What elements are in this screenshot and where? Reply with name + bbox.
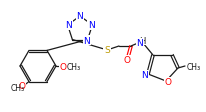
Text: H: H <box>139 36 145 45</box>
Text: N: N <box>142 71 148 80</box>
Text: O: O <box>19 81 26 90</box>
Text: O: O <box>60 62 67 71</box>
Text: CH₃: CH₃ <box>67 63 81 72</box>
Text: CH₃: CH₃ <box>187 62 201 71</box>
Text: O: O <box>124 56 130 65</box>
Text: N: N <box>77 12 83 21</box>
Text: N: N <box>65 21 72 30</box>
Text: CH₃: CH₃ <box>11 83 25 92</box>
Text: O: O <box>165 78 172 87</box>
Text: N: N <box>137 39 143 48</box>
Text: S: S <box>104 46 110 55</box>
Text: N: N <box>83 36 90 45</box>
Text: N: N <box>88 21 95 30</box>
